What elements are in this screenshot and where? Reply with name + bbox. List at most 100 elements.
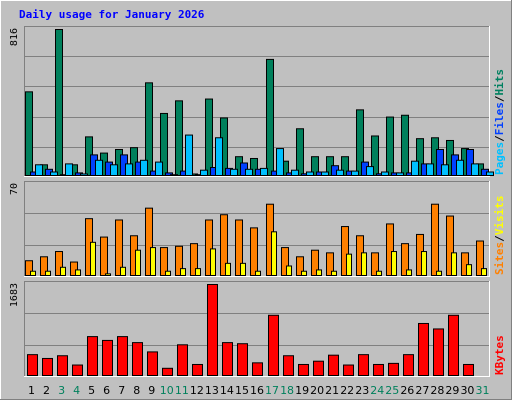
bar-kbytes-day-18 — [283, 355, 294, 376]
legend-entry: Hits — [493, 69, 506, 96]
legend-entry: KBytes — [493, 335, 506, 375]
bar-pages-day-1 — [35, 164, 43, 176]
bar-pages-day-24 — [381, 171, 389, 176]
bar-kbytes-day-24 — [373, 363, 384, 376]
bar-kbytes-day-7 — [117, 336, 128, 376]
bar-pages-day-3 — [65, 163, 73, 177]
bar-kbytes-day-11 — [177, 344, 188, 376]
bar-visits-day-7 — [120, 266, 126, 276]
bar-visits-day-14 — [225, 262, 231, 277]
x-tick-label: 12 — [190, 384, 204, 397]
bar-hits-day-10 — [160, 112, 168, 177]
bar-hits-day-1 — [25, 91, 33, 176]
bar-kbytes-day-16 — [252, 362, 263, 376]
bar-visits-day-15 — [240, 262, 246, 277]
bar-files-day-30 — [466, 148, 474, 176]
bar-hits-day-3 — [55, 29, 63, 176]
x-tick-label: 11 — [175, 384, 189, 397]
legend-entry: Sites — [493, 242, 506, 275]
bar-sites-day-12 — [190, 243, 198, 276]
bar-visits-day-11 — [180, 268, 186, 277]
bar-visits-day-30 — [466, 264, 472, 276]
bar-kbytes-day-6 — [102, 339, 113, 376]
legend-entry: / — [493, 135, 506, 142]
bar-kbytes-day-19 — [298, 363, 309, 376]
bar-hits-day-16 — [250, 157, 258, 176]
x-tick-label: 7 — [118, 384, 125, 397]
bar-files-day-28 — [436, 148, 444, 176]
legend-sites-visits: Sites/Visits — [493, 196, 506, 276]
bar-pages-day-15 — [245, 168, 253, 176]
bar-visits-day-28 — [436, 270, 442, 277]
bar-pages-day-9 — [155, 161, 163, 177]
panel-sites-visits: 70 Sites/Visits — [9, 181, 506, 277]
bar-kbytes-day-5 — [87, 336, 98, 376]
bar-sites-day-29 — [446, 215, 454, 277]
bar-visits-day-18 — [286, 265, 292, 277]
bar-sites-day-2 — [40, 256, 48, 276]
bar-hits-day-27 — [416, 138, 424, 176]
max-value-label: 1683 — [9, 283, 20, 307]
legend-entry: Pages — [493, 142, 506, 175]
x-tick-label: 14 — [220, 384, 234, 397]
bar-hits-day-20 — [311, 156, 319, 176]
bar-pages-day-4 — [80, 173, 88, 176]
bar-kbytes-day-1 — [27, 354, 38, 376]
bar-visits-day-4 — [75, 269, 81, 276]
chart-title: Daily usage for January 2026 — [19, 8, 205, 21]
bar-visits-day-25 — [391, 251, 397, 276]
bar-visits-day-13 — [210, 248, 216, 276]
bar-sites-day-24 — [371, 252, 379, 276]
bar-sites-day-16 — [250, 227, 258, 276]
x-tick-label: 18 — [280, 384, 294, 397]
bar-sites-day-9 — [145, 207, 153, 277]
bar-hits-day-13 — [205, 98, 213, 176]
bar-sites-day-1 — [25, 260, 33, 277]
bar-sites-day-10 — [160, 247, 168, 276]
bar-hits-day-22 — [341, 156, 349, 176]
bar-pages-day-23 — [366, 166, 374, 177]
bar-pages-day-26 — [411, 160, 419, 176]
x-tick-label: 13 — [205, 384, 219, 397]
bar-visits-day-23 — [361, 252, 367, 276]
x-tick-label: 27 — [415, 384, 429, 397]
bar-pages-day-20 — [321, 171, 329, 176]
x-tick-label: 24 — [370, 384, 384, 397]
bar-pages-day-7 — [125, 163, 133, 177]
bar-pages-day-12 — [200, 169, 208, 177]
bar-visits-day-20 — [316, 269, 322, 276]
bar-visits-day-3 — [60, 266, 66, 276]
bar-pages-day-6 — [110, 164, 118, 176]
x-tick-label: 5 — [88, 384, 95, 397]
bar-kbytes-day-14 — [222, 342, 233, 377]
bar-kbytes-day-4 — [72, 364, 83, 377]
bar-visits-day-9 — [150, 247, 156, 276]
bar-hits-day-11 — [175, 100, 183, 176]
bar-pages-day-17 — [276, 148, 284, 177]
bar-pages-day-11 — [185, 134, 193, 176]
legend-entry: Files — [493, 102, 506, 135]
bar-kbytes-day-27 — [418, 322, 429, 377]
bar-pages-day-27 — [426, 163, 434, 177]
bar-visits-day-16 — [255, 270, 261, 277]
bar-hits-day-17 — [266, 58, 274, 176]
bar-kbytes-day-26 — [403, 354, 414, 376]
bar-hits-day-26 — [401, 114, 409, 176]
bar-kbytes-day-12 — [192, 363, 203, 376]
x-tick-label: 9 — [148, 384, 155, 397]
panel-background — [24, 26, 490, 177]
bar-pages-day-28 — [441, 164, 449, 176]
panel-kbytes: 1683 KBytes — [9, 281, 506, 377]
bar-kbytes-day-8 — [132, 342, 143, 377]
bar-visits-day-29 — [451, 252, 457, 276]
bar-sites-day-20 — [311, 249, 319, 276]
x-tick-label: 1 — [28, 384, 35, 397]
max-value-label: 816 — [9, 28, 20, 46]
bar-pages-day-2 — [50, 171, 58, 176]
bar-sites-day-18 — [281, 247, 289, 276]
bar-pages-day-29 — [456, 159, 464, 176]
bar-kbytes-day-20 — [313, 360, 324, 377]
bar-visits-day-26 — [406, 269, 412, 276]
bar-visits-day-5 — [90, 241, 96, 276]
x-tick-label: 8 — [133, 384, 140, 397]
